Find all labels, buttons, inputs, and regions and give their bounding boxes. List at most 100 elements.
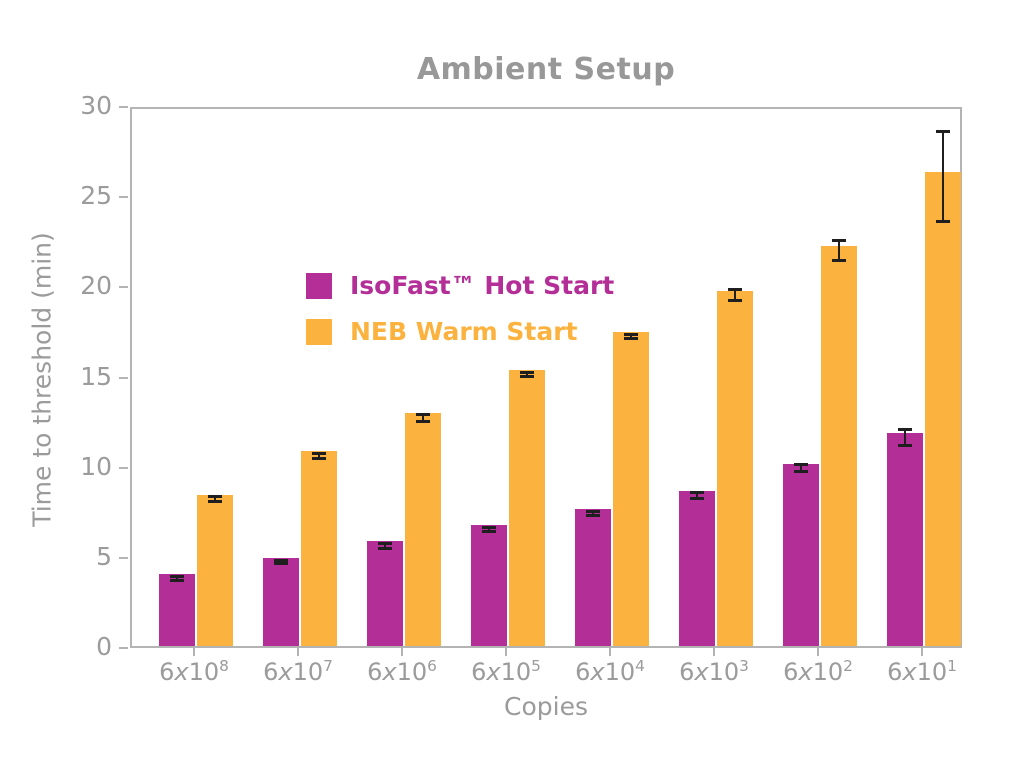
error-bar-cap xyxy=(586,510,600,514)
bar-isofast xyxy=(679,490,715,646)
error-bar xyxy=(214,495,216,502)
error-bar-cap xyxy=(170,575,184,579)
error-bar-cap xyxy=(936,219,950,223)
bar-isofast xyxy=(887,433,923,646)
bar-neb xyxy=(301,451,337,646)
x-tick-mark xyxy=(921,648,923,656)
x-tick-mark xyxy=(609,648,611,656)
error-bar xyxy=(800,464,802,472)
error-bar-cap xyxy=(832,238,846,242)
legend-item-neb: NEB Warm Start xyxy=(306,317,614,346)
error-bar-cap xyxy=(482,526,496,530)
error-bar xyxy=(318,452,320,458)
y-tick-mark xyxy=(119,286,128,289)
bar-neb xyxy=(509,370,545,646)
x-tick-label: 6x102 xyxy=(783,657,853,686)
bar-neb xyxy=(613,332,649,646)
error-bar-cap xyxy=(416,419,430,423)
error-bar-cap xyxy=(586,513,600,517)
x-tick-mark xyxy=(297,648,299,656)
error-bar-cap xyxy=(794,463,808,467)
bar-neb xyxy=(405,413,441,646)
error-bar xyxy=(942,130,944,221)
error-bar-cap xyxy=(312,456,326,460)
error-bar-cap xyxy=(274,562,288,566)
error-bar-cap xyxy=(378,541,392,545)
error-bar-cap xyxy=(690,496,704,500)
bar-isofast xyxy=(263,557,299,646)
y-tick-label: 0 xyxy=(96,632,112,661)
error-bar xyxy=(904,429,906,446)
x-tick-mark xyxy=(505,648,507,656)
error-bar-cap xyxy=(208,500,222,504)
x-tick-mark xyxy=(401,648,403,656)
error-bar xyxy=(422,413,424,421)
bar-isofast xyxy=(471,525,507,646)
error-bar-cap xyxy=(520,371,534,375)
error-bar xyxy=(734,289,736,301)
error-bar-cap xyxy=(728,288,742,292)
y-tick-label: 30 xyxy=(80,91,112,120)
error-bar xyxy=(696,492,698,498)
x-tick-label: 6x101 xyxy=(887,657,957,686)
x-tick-mark xyxy=(713,648,715,656)
legend-swatch-neb xyxy=(306,318,332,345)
y-tick-label: 5 xyxy=(96,541,112,571)
legend-item-isofast: IsoFast™ Hot Start xyxy=(306,271,614,300)
bar-neb xyxy=(197,494,233,646)
chart-title: Ambient Setup xyxy=(416,52,676,87)
y-tick-label: 15 xyxy=(80,361,112,391)
x-tick-label: 6x105 xyxy=(471,657,541,686)
bar-isofast xyxy=(783,463,819,646)
x-tick-label: 6x104 xyxy=(575,657,645,686)
error-bar-cap xyxy=(624,333,638,337)
y-tick-mark xyxy=(119,466,128,469)
legend-swatch-isofast xyxy=(306,272,332,299)
y-tick-mark xyxy=(119,376,128,379)
x-tick-label: 6x107 xyxy=(263,657,333,686)
bar-neb xyxy=(717,290,753,646)
y-tick-mark xyxy=(119,556,128,559)
bar-neb xyxy=(821,245,857,646)
y-tick-label: 25 xyxy=(80,181,112,211)
error-bar-cap xyxy=(832,258,846,262)
error-bar-cap xyxy=(624,337,638,341)
x-tick-label: 6x103 xyxy=(679,657,749,686)
error-bar-cap xyxy=(520,374,534,378)
bar-isofast xyxy=(367,541,403,646)
y-tick-label: 20 xyxy=(80,271,112,301)
y-tick-label: 10 xyxy=(80,451,112,481)
legend-label-isofast: IsoFast™ Hot Start xyxy=(350,271,615,300)
x-tick-label: 6x106 xyxy=(367,657,437,686)
error-bar-cap xyxy=(728,299,742,303)
bar-neb xyxy=(925,171,961,646)
error-bar xyxy=(838,239,840,260)
bar-isofast xyxy=(159,573,195,646)
error-bar xyxy=(384,542,386,549)
x-axis-title: Copies xyxy=(504,692,588,721)
error-bar-cap xyxy=(312,451,326,455)
error-bar-cap xyxy=(794,470,808,474)
error-bar-cap xyxy=(936,129,950,133)
error-bar-cap xyxy=(898,428,912,432)
x-tick-mark xyxy=(193,648,195,656)
legend: IsoFast™ Hot Start NEB Warm Start xyxy=(306,271,614,346)
y-axis-title: Time to threshold (min) xyxy=(27,232,57,527)
error-bar-cap xyxy=(274,558,288,562)
x-tick-mark xyxy=(817,648,819,656)
y-tick-mark xyxy=(119,196,128,199)
plot-area: IsoFast™ Hot Start NEB Warm Start xyxy=(130,107,962,648)
y-tick-mark xyxy=(119,106,128,108)
x-tick-label: 6x108 xyxy=(159,657,229,686)
error-bar-cap xyxy=(208,494,222,498)
error-bar-cap xyxy=(170,578,184,582)
y-tick-mark xyxy=(119,647,128,649)
legend-label-neb: NEB Warm Start xyxy=(350,317,578,346)
error-bar-cap xyxy=(898,444,912,448)
bar-isofast xyxy=(575,508,611,646)
error-bar-cap xyxy=(378,547,392,551)
error-bar-cap xyxy=(690,491,704,495)
error-bar-cap xyxy=(482,529,496,533)
error-bar-cap xyxy=(416,412,430,416)
